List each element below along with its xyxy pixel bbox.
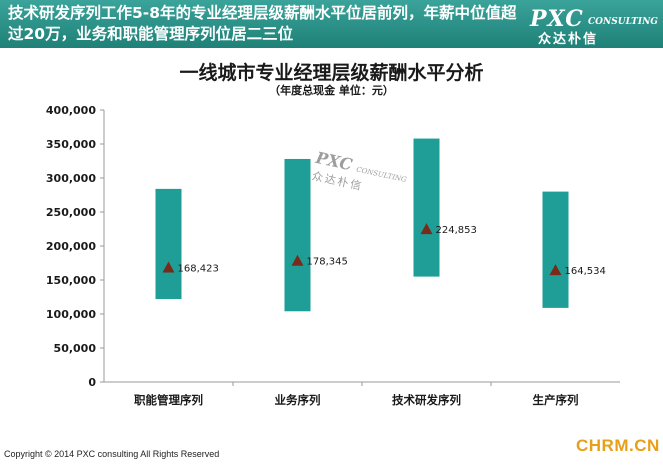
- y-tick-label: 350,000: [46, 138, 96, 151]
- median-label: 164,534: [565, 266, 606, 277]
- logo-text: PXC: [530, 6, 584, 32]
- x-category-label: 职能管理序列: [134, 393, 203, 407]
- copyright-text: Copyright © 2014 PXC consulting All Righ…: [4, 449, 220, 459]
- headline: 技术研发序列工作5-8年的专业经理层级薪酬水平位居前列，年薪中位值超过20万，业…: [8, 4, 517, 43]
- logo-cn: 众达朴信: [538, 32, 599, 47]
- chart-subtitle: （年度总现金 单位：元）: [269, 84, 394, 97]
- chart-title: 一线城市专业经理层级薪酬水平分析: [179, 62, 484, 84]
- median-marker: [549, 264, 562, 276]
- y-tick-label: 250,000: [46, 206, 96, 219]
- median-marker: [420, 223, 433, 235]
- range-bar: [542, 191, 569, 308]
- median-marker: [291, 254, 304, 266]
- median-marker: [162, 261, 175, 273]
- chrm-logo: CHRM.CN: [576, 436, 660, 455]
- y-tick-label: 200,000: [46, 240, 96, 253]
- x-category-label: 技术研发序列: [392, 393, 461, 407]
- logo-sub: CONSULTING: [588, 17, 658, 27]
- x-category-label: 生产序列: [533, 393, 579, 407]
- floating-bar-chart: 0 50,000 100,000 150,000 200,000 250,000 300,0…: [46, 104, 620, 407]
- y-tick-label: 150,000: [46, 274, 96, 287]
- median-label: 168,423: [178, 263, 219, 274]
- pxc-logo: PXC CONSULTING 众达朴信: [530, 6, 660, 47]
- y-tick-label: 50,000: [54, 342, 97, 355]
- median-label: 224,853: [436, 225, 477, 236]
- median-label: 178,345: [307, 257, 348, 268]
- x-category-label: 业务序列: [275, 393, 321, 407]
- y-tick-label: 300,000: [46, 172, 96, 185]
- range-bar: [284, 158, 311, 312]
- header-banner: 技术研发序列工作5-8年的专业经理层级薪酬水平位居前列，年薪中位值超过20万，业…: [0, 0, 663, 48]
- y-tick-label: 400,000: [46, 104, 96, 117]
- y-tick-label: 100,000: [46, 308, 96, 321]
- y-tick-label: 0: [88, 376, 96, 389]
- range-bar: [155, 188, 182, 300]
- range-bar: [413, 138, 440, 277]
